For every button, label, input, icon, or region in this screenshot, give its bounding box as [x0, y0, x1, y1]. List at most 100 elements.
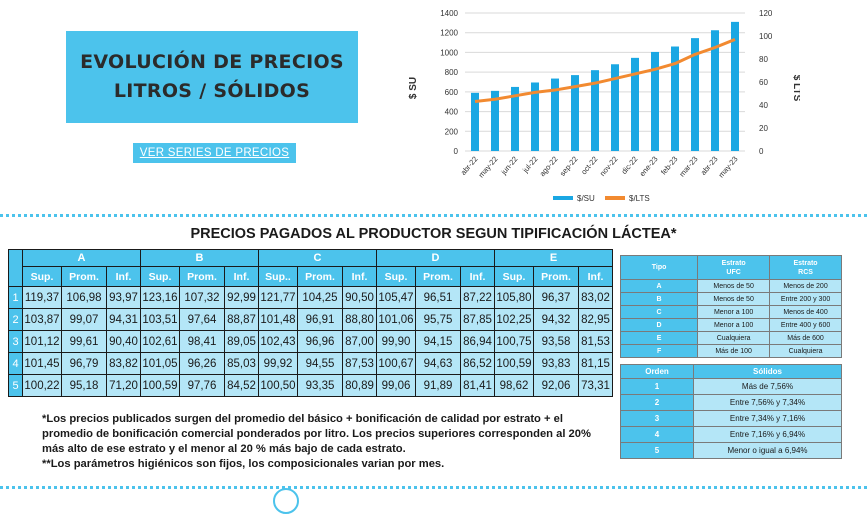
x-tick-label: nov-22	[598, 155, 620, 178]
price-cell: 99,90	[376, 330, 416, 353]
type-table-cell: Menor a 100	[697, 305, 771, 319]
price-cell: 121,77	[258, 286, 298, 309]
order-table-cell: Menor o igual a 6,94%	[693, 442, 842, 459]
price-cell: 101,05	[140, 352, 180, 375]
order-table-cell: Entre 7,34% y 7,16%	[693, 410, 842, 427]
order-table-header: Sólidos	[693, 364, 842, 379]
price-table-title: PRECIOS PAGADOS AL PRODUCTOR SEGUN TIPIF…	[190, 226, 677, 242]
type-table-cell: B	[619, 292, 699, 306]
bar	[651, 51, 659, 151]
column-header: Sup.	[376, 266, 416, 287]
price-cell: 96,51	[415, 286, 461, 309]
price-cell: 100,59	[494, 352, 534, 375]
column-header: Prom.	[179, 266, 225, 287]
order-table-cell: Entre 7,56% y 7,34%	[693, 394, 842, 411]
price-cell: 101,48	[258, 308, 298, 331]
price-cell: 93,58	[533, 330, 579, 353]
price-cell: 98,41	[179, 330, 225, 353]
price-cell: 99,06	[376, 374, 416, 397]
price-cell: 83,82	[106, 352, 141, 375]
x-tick-label: mar-23	[677, 155, 699, 179]
order-table-cell: 1	[620, 378, 694, 395]
group-header-e: E	[494, 249, 613, 267]
y2-tick-label: 0	[759, 147, 764, 156]
x-tick-label: jul-22	[520, 155, 539, 176]
column-header: Sup.	[494, 266, 534, 287]
price-cell: 92,06	[533, 374, 579, 397]
price-cell: 89,05	[224, 330, 259, 353]
price-cell: 102,25	[494, 308, 534, 331]
column-header: Prom.	[533, 266, 579, 287]
x-tick-label: may-22	[477, 155, 500, 180]
column-header: Sup.	[22, 266, 62, 287]
footnotes: *Los precios publicados surgen del prome…	[42, 412, 602, 472]
price-cell: 106,98	[61, 286, 107, 309]
type-table-cell: Menos de 50	[697, 279, 771, 293]
price-cell: 102,61	[140, 330, 180, 353]
type-table-cell: Entre 400 y 600	[769, 318, 842, 332]
y-tick-label: 0	[454, 147, 459, 156]
x-tick-label: ene-23	[638, 155, 660, 179]
legend-label-line: $/LTS	[629, 194, 650, 203]
bar	[591, 70, 599, 151]
type-table-cell: A	[619, 279, 699, 293]
price-cell: 100,59	[140, 374, 180, 397]
order-table-cell: Entre 7,16% y 6,94%	[693, 426, 842, 443]
price-cell: 123,16	[140, 286, 180, 309]
order-table-row: 1 Más de 7,56%	[620, 378, 842, 395]
x-tick-label: may-23	[717, 155, 740, 180]
price-cell: 99,61	[61, 330, 107, 353]
price-cell: 97,76	[179, 374, 225, 397]
price-cell: 93,35	[297, 374, 343, 397]
y2-tick-label: 100	[759, 32, 773, 41]
type-table-row: B Menos de 50 Entre 200 y 300	[619, 292, 842, 306]
price-evolution-chart: 0 200 400 600 800 1000 1200 1400 0 20 40 60 80 100 120…	[408, 9, 800, 203]
type-table-cell: Menor a 100	[697, 318, 771, 332]
price-cell: 99,07	[61, 308, 107, 331]
y2-tick-label: 60	[759, 78, 768, 87]
type-table-cell: D	[619, 318, 699, 332]
price-cell: 80,89	[342, 374, 377, 397]
column-header: Prom.	[415, 266, 461, 287]
solids-order-table: Orden Sólidos 1 Más de 7,56% 2 Entre 7,56% y…	[620, 364, 842, 459]
bar	[711, 30, 719, 151]
bar	[491, 90, 499, 151]
price-cell: 95,75	[415, 308, 461, 331]
price-cell: 82,95	[578, 308, 613, 331]
order-table-row: 3 Entre 7,34% y 7,16%	[620, 410, 842, 427]
y-tick-label: 1000	[440, 48, 458, 57]
type-table-row: C Menor a 100 Menos de 400	[619, 305, 842, 319]
bar	[671, 46, 679, 152]
legend-label-bar: $/SU	[577, 194, 595, 203]
y-tick-label: 200	[445, 127, 459, 136]
price-cell: 100,67	[376, 352, 416, 375]
price-cell: 97,64	[179, 308, 225, 331]
column-header: Sup.	[140, 266, 180, 287]
type-table-cell: Más de 600	[769, 331, 842, 345]
table-row: 2 103,87 99,07 94,31 103,51 97,64 88,87 101,48 9…	[8, 308, 613, 331]
column-header: Inf.	[460, 266, 495, 287]
price-cell: 85,03	[224, 352, 259, 375]
x-tick-label: feb-23	[659, 155, 680, 177]
table-column-header: Sup. Prom. Inf. Sup. Prom. Inf. Sup.. Prom. Inf.…	[9, 266, 613, 287]
price-cell: 107,32	[179, 286, 225, 309]
price-cell: 81,41	[460, 374, 495, 397]
price-cell: 87,22	[460, 286, 495, 309]
price-cell: 94,63	[415, 352, 461, 375]
row-index: 3	[8, 330, 23, 353]
group-header-d: D	[376, 249, 495, 267]
legend-swatch-line	[605, 196, 625, 200]
price-cell: 86,94	[460, 330, 495, 353]
type-table-row: F Más de 100 Cualquiera	[619, 344, 842, 358]
type-table-row: A Menos de 50 Menos de 200	[619, 279, 842, 293]
view-price-series-button[interactable]: VER SERIES DE PRECIOS	[133, 143, 296, 163]
price-cell: 101,12	[22, 330, 62, 353]
bar	[631, 57, 639, 151]
order-table-cell: 2	[620, 394, 694, 411]
column-header: Prom.	[297, 266, 343, 287]
price-cell: 119,37	[22, 286, 62, 309]
price-cell: 101,06	[376, 308, 416, 331]
page-title-line2: LITROS / SÓLIDOS	[113, 80, 311, 102]
order-table-cell: 4	[620, 426, 694, 443]
